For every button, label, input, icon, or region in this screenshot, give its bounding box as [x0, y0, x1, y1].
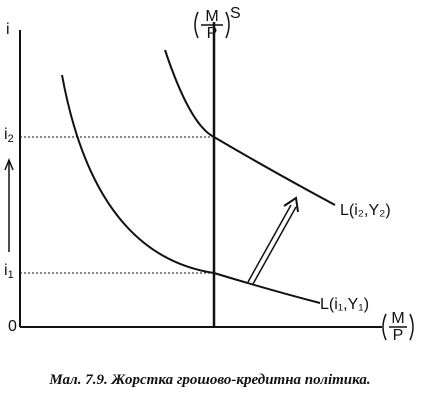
- supply-parens: [194, 11, 230, 39]
- shift-arrow-head: [283, 196, 299, 213]
- x-label-denominator: P: [393, 327, 404, 344]
- x-label-numerator: M: [391, 310, 404, 327]
- supply-superscript: S: [230, 5, 241, 22]
- level-label: i1: [4, 262, 14, 281]
- curve-label: L(i₂,Y₂): [340, 202, 391, 219]
- up-arrow-head: [4, 157, 14, 171]
- supply-denominator: P: [207, 25, 218, 42]
- lines: [4, 11, 414, 341]
- shift-arrow: [247, 204, 297, 285]
- level-label: i2: [4, 126, 14, 145]
- curve-label: L(i₁,Y₁): [320, 296, 369, 313]
- curve-l1: [61, 74, 321, 304]
- caption: Мал. 7.9. Жорстка грошово-кредитна політ…: [48, 372, 370, 388]
- curve-l2: [164, 49, 336, 206]
- y-axis-label: i: [6, 21, 10, 38]
- supply-numerator: M: [205, 8, 218, 25]
- origin-label: 0: [8, 318, 17, 335]
- x-label-parens: [382, 313, 414, 341]
